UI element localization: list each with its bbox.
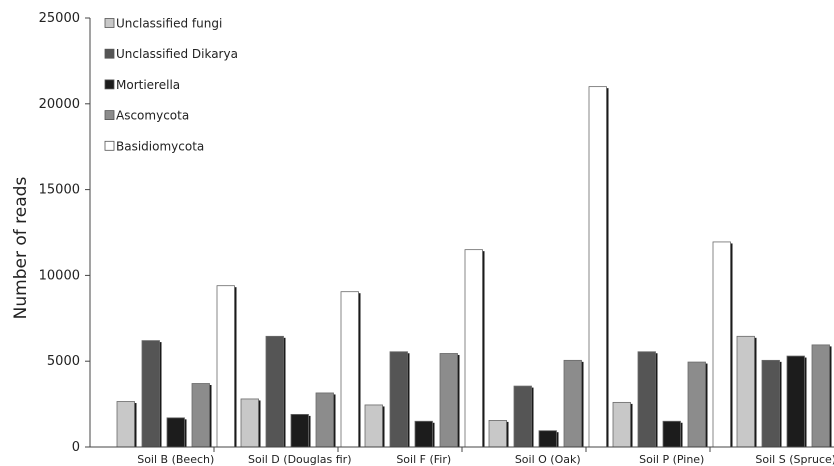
bar <box>612 401 631 448</box>
bar <box>414 420 433 448</box>
y-axis-label: Number of reads <box>11 177 31 320</box>
x-tick-label: Soil S (Spruce) <box>755 453 834 466</box>
bar <box>340 291 359 448</box>
y-tick-label: 5000 <box>47 354 80 369</box>
bar <box>265 335 284 448</box>
bar <box>116 401 135 448</box>
axes <box>85 17 834 452</box>
legend-label: Basidiomycota <box>116 139 204 153</box>
bar <box>290 413 309 448</box>
bar <box>538 430 557 448</box>
bar <box>637 351 656 448</box>
legend-swatch <box>104 110 115 120</box>
bar <box>191 383 210 448</box>
bars <box>116 86 832 448</box>
bar <box>786 355 805 448</box>
legend-label: Unclassified fungi <box>116 17 222 31</box>
bar <box>240 398 259 448</box>
bar <box>761 359 780 448</box>
y-tick-label: 20000 <box>39 97 80 112</box>
x-axis-category-labels: Soil B (Beech) Soil D (Douglas fir) Soil F… <box>137 453 834 466</box>
y-axis-ticks: 0 5000 10000 15000 20000 25000 <box>39 11 80 455</box>
bar <box>662 420 681 448</box>
y-tick-label: 25000 <box>39 11 80 26</box>
bar <box>141 340 160 448</box>
x-tick-label: Soil O (Oak) <box>515 453 581 466</box>
bar <box>364 404 383 448</box>
bar <box>166 417 185 448</box>
x-tick-label: Soil F (Fir) <box>396 453 451 466</box>
legend: Unclassified fungi Unclassified Dikarya Mo… <box>104 17 238 153</box>
x-tick-label: Soil P (Pine) <box>639 453 704 466</box>
bar <box>811 344 830 448</box>
legend-label: Unclassified Dikarya <box>116 47 238 61</box>
bar <box>563 359 582 448</box>
bar <box>588 86 607 448</box>
y-tick-label: 10000 <box>39 268 80 283</box>
bar <box>687 361 706 448</box>
bar <box>513 385 532 448</box>
bar <box>389 351 408 448</box>
legend-swatch <box>104 79 115 90</box>
legend-swatch <box>104 140 115 151</box>
bar <box>315 392 334 448</box>
bar <box>736 335 755 448</box>
x-tick-label: Soil B (Beech) <box>137 453 214 466</box>
bar <box>464 249 483 448</box>
bar <box>216 285 235 448</box>
legend-swatch <box>104 48 115 59</box>
y-tick-label: 0 <box>72 440 80 455</box>
legend-swatch <box>104 18 115 28</box>
bar <box>712 241 731 448</box>
bar <box>439 353 458 448</box>
y-tick-label: 15000 <box>39 183 80 198</box>
legend-label: Ascomycota <box>116 109 189 123</box>
bar <box>488 420 507 448</box>
legend-label: Mortierella <box>116 78 180 92</box>
x-tick-label: Soil D (Douglas fir) <box>248 453 352 466</box>
